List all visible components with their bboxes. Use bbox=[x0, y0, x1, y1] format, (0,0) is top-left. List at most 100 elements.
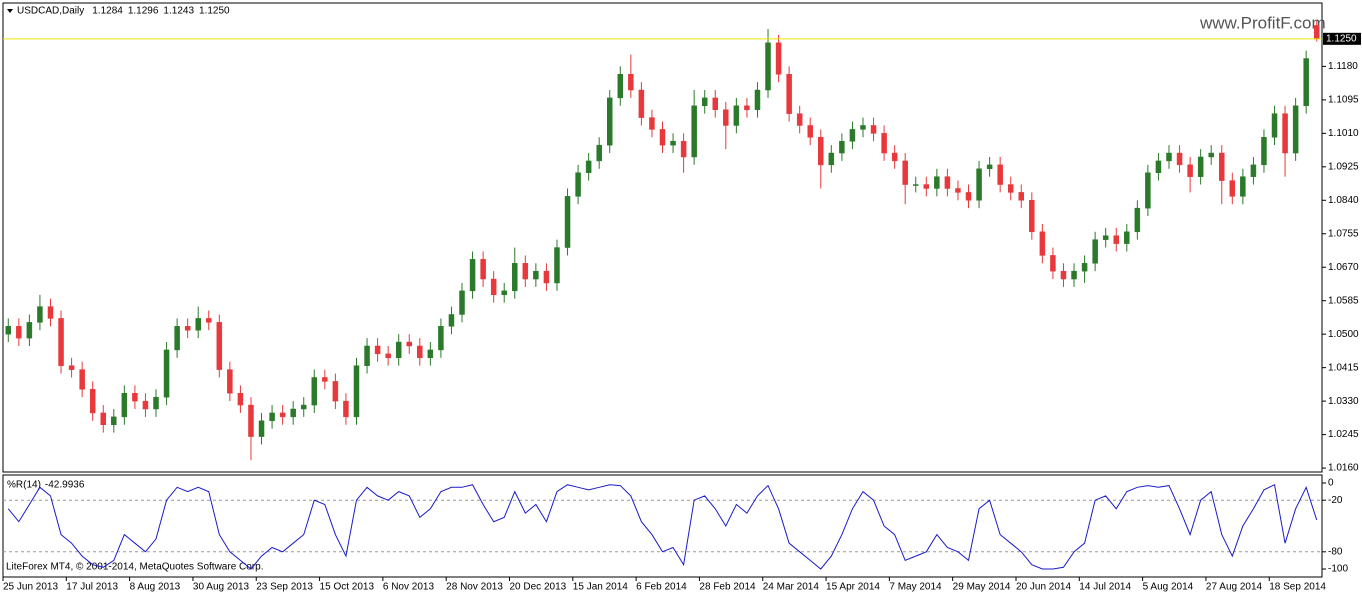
candle-body bbox=[744, 105, 750, 110]
x-tick-label: 17 Jul 2013 bbox=[66, 582, 118, 593]
candle-body bbox=[628, 74, 634, 91]
candle-body bbox=[818, 137, 824, 166]
candle-body bbox=[1197, 156, 1204, 177]
candle-body bbox=[1060, 270, 1067, 280]
candle-body bbox=[1313, 25, 1320, 40]
candle-body bbox=[796, 113, 803, 126]
candle-body bbox=[1145, 172, 1151, 209]
candle-body bbox=[142, 400, 149, 410]
candle-body bbox=[26, 322, 33, 339]
candle-body bbox=[1029, 200, 1035, 233]
y-tick-label: 1.0245 bbox=[1328, 429, 1359, 440]
candle-body bbox=[849, 129, 856, 142]
candle-body bbox=[807, 125, 813, 138]
candle-body bbox=[944, 176, 951, 189]
candle-body bbox=[617, 74, 624, 99]
x-tick-label: 5 Aug 2014 bbox=[1143, 582, 1194, 593]
y-tick-label: 1.0840 bbox=[1328, 195, 1359, 206]
candle-body bbox=[1124, 231, 1130, 244]
candle-body bbox=[1071, 270, 1077, 280]
menu-arrow[interactable] bbox=[7, 9, 13, 13]
candle-body bbox=[395, 341, 402, 359]
x-tick-label: 7 May 2014 bbox=[889, 582, 942, 593]
x-tick-label: 20 Jun 2014 bbox=[1016, 582, 1071, 593]
candle-body bbox=[522, 263, 529, 280]
candle-body bbox=[300, 404, 307, 410]
candle-body bbox=[1261, 137, 1267, 166]
y-tick-label: 0 bbox=[1328, 478, 1334, 489]
x-tick-label: 6 Nov 2013 bbox=[383, 582, 435, 593]
candle-body bbox=[1050, 255, 1056, 272]
candle-body bbox=[132, 392, 138, 402]
candle-body bbox=[1166, 152, 1172, 162]
candle-body bbox=[1018, 192, 1025, 201]
candle-body bbox=[174, 326, 180, 351]
last-price-box bbox=[1323, 32, 1361, 45]
candle-body bbox=[923, 184, 930, 189]
candle-body bbox=[1113, 235, 1119, 244]
candle-body bbox=[997, 164, 1003, 185]
candle-body bbox=[332, 381, 339, 402]
candle-body bbox=[533, 270, 539, 280]
candle-body bbox=[111, 416, 117, 425]
candle-body bbox=[427, 349, 434, 359]
candle-body bbox=[248, 404, 254, 437]
header-high: 1.1296 bbox=[128, 6, 159, 17]
candle-body bbox=[712, 97, 719, 110]
candle-body bbox=[206, 318, 212, 323]
candle-body bbox=[1219, 152, 1225, 181]
y-tick-label: 1.1010 bbox=[1328, 128, 1359, 139]
candle-body bbox=[881, 133, 887, 154]
candle-body bbox=[343, 400, 349, 418]
candle-body bbox=[195, 318, 201, 331]
candle-body bbox=[269, 412, 275, 422]
candle-body bbox=[701, 97, 708, 107]
candle-body bbox=[1081, 263, 1088, 272]
candle-body bbox=[670, 140, 676, 146]
candle-body bbox=[891, 152, 898, 162]
candle-body bbox=[364, 345, 370, 366]
candle-body bbox=[596, 144, 602, 162]
indicator-line bbox=[7, 483, 1318, 570]
y-tick-label: 1.0160 bbox=[1328, 463, 1359, 474]
candle-body bbox=[258, 420, 265, 437]
indicator-name: %R(14) bbox=[7, 480, 41, 491]
y-tick-label: 1.0670 bbox=[1328, 262, 1359, 273]
candle-body bbox=[902, 160, 908, 185]
candle-body bbox=[976, 168, 982, 201]
y-tick-label: -100 bbox=[1328, 564, 1348, 575]
candle-body bbox=[490, 278, 497, 296]
candle-body bbox=[47, 306, 54, 319]
x-tick-label: 28 Feb 2014 bbox=[699, 582, 756, 593]
footer: LiteForex MT4, © 2001-2014, MetaQuotes S… bbox=[6, 562, 264, 573]
header-close: 1.1250 bbox=[199, 6, 230, 17]
candle-body bbox=[100, 412, 106, 425]
candle-body bbox=[1303, 58, 1309, 107]
candle-body bbox=[1187, 164, 1193, 177]
candle-body bbox=[723, 109, 729, 126]
x-tick-label: 24 Mar 2014 bbox=[763, 582, 820, 593]
candle-body bbox=[606, 97, 613, 146]
y-tick-label: -20 bbox=[1328, 495, 1343, 506]
candle-body bbox=[37, 306, 43, 323]
candle-body bbox=[1229, 180, 1236, 197]
candle-body bbox=[1292, 105, 1299, 154]
candle-body bbox=[227, 369, 233, 394]
candle-body bbox=[1155, 160, 1162, 173]
candle-body bbox=[934, 176, 940, 189]
candle-body bbox=[153, 396, 159, 410]
candle-body bbox=[564, 196, 571, 248]
candle-body bbox=[1240, 176, 1246, 197]
symbol: USDCAD,Daily bbox=[17, 6, 84, 17]
x-tick-label: 30 Aug 2013 bbox=[193, 582, 250, 593]
candle-body bbox=[912, 184, 919, 186]
candle-body bbox=[512, 263, 518, 292]
candle-body bbox=[1282, 113, 1288, 154]
candle-body bbox=[353, 365, 360, 418]
x-tick-label: 25 Jun 2013 bbox=[3, 582, 58, 593]
candle-body bbox=[828, 152, 835, 166]
watermark: www.ProfitF.com bbox=[1199, 13, 1326, 32]
y-tick-label: 1.0925 bbox=[1328, 161, 1359, 172]
x-tick-label: 18 Sep 2014 bbox=[1269, 582, 1326, 593]
